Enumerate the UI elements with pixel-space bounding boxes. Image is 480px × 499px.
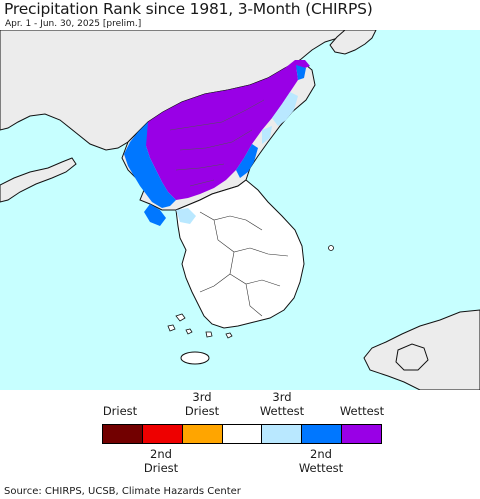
southwest-islands (167, 313, 233, 339)
legend-label-wettest: Wettest (339, 404, 385, 418)
map-subtitle: Apr. 1 - Jun. 30, 2025 [prelim.] (5, 19, 142, 29)
legend-label-3rd-wettest: 3rd Wettest (259, 390, 305, 418)
ulleung-island (328, 245, 334, 251)
province-borders (199, 211, 289, 317)
legend-label-driest: Driest (102, 404, 138, 418)
russia-land (329, 30, 377, 55)
legend: Driest 3rd Driest 3rd Wettest Wettest 2n… (0, 390, 480, 482)
japan-island (395, 343, 429, 371)
legend-label-3rd-driest: 3rd Driest (184, 390, 220, 418)
swatch-normal (222, 425, 263, 443)
map-title: Precipitation Rank since 1981, 3-Month (… (4, 0, 373, 18)
swatch-2nd-driest (142, 425, 183, 443)
source-credit: Source: CHIRPS, UCSB, Climate Hazards Ce… (4, 486, 241, 497)
swatch-3rd-driest (182, 425, 223, 443)
second-wettest-region (124, 65, 306, 226)
south-korea-land (175, 179, 305, 329)
shandong-land (0, 157, 77, 203)
jeju-island (180, 351, 210, 365)
swatch-driest (103, 425, 143, 443)
swatch-2nd-wettest (302, 425, 343, 443)
legend-label-2nd-wettest: 2nd Wettest (298, 447, 344, 475)
north-korea-province-lines (169, 99, 265, 187)
swatch-3rd-wettest (262, 425, 303, 443)
swatch-wettest (342, 425, 382, 443)
legend-color-bar (102, 424, 382, 444)
legend-label-2nd-driest: 2nd Driest (143, 447, 179, 475)
third-wettest-region (176, 92, 298, 224)
precipitation-rank-map (0, 30, 480, 390)
